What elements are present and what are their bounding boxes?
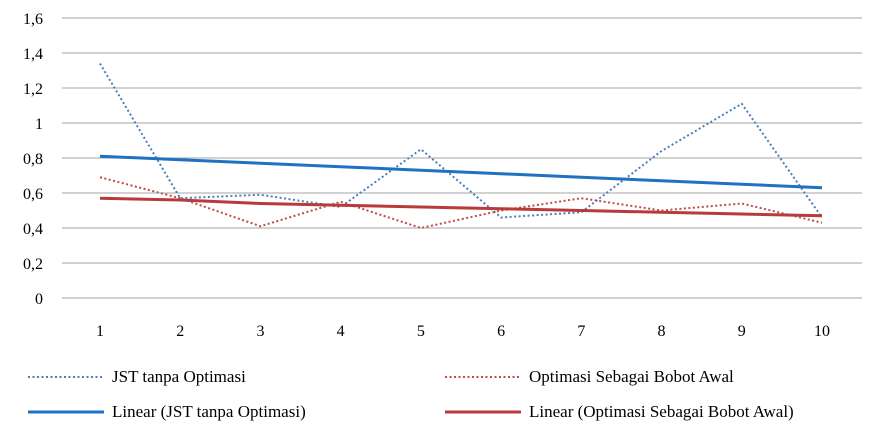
legend-item-3: Linear (JST tanpa Optimasi) — [28, 402, 306, 421]
series-line-3 — [99, 154, 823, 190]
legend-item-4: Linear (Optimasi Sebagai Bobot Awal) — [445, 402, 794, 421]
y-tick-label: 0 — [35, 291, 43, 308]
x-tick-label: 3 — [256, 323, 264, 340]
y-tick-label: 1 — [35, 116, 43, 133]
x-tick-label: 4 — [337, 323, 345, 340]
legend-item-1: JST tanpa Optimasi — [28, 367, 246, 386]
y-tick-label: 1,2 — [23, 81, 43, 98]
x-tick-label: 2 — [176, 323, 184, 340]
x-tick-label: 5 — [417, 323, 425, 340]
y-tick-label: 0,4 — [23, 221, 43, 238]
series-lines — [99, 62, 823, 229]
y-tick-label: 1,6 — [23, 11, 43, 28]
x-tick-label: 9 — [738, 323, 746, 340]
x-tick-label: 6 — [497, 323, 505, 340]
x-tick-label: 1 — [96, 323, 104, 340]
y-tick-label: 0,8 — [23, 151, 43, 168]
legend-label: Linear (JST tanpa Optimasi) — [112, 402, 306, 421]
legend-label: JST tanpa Optimasi — [112, 367, 246, 386]
x-tick-label: 8 — [658, 323, 666, 340]
y-axis-ticks: 0 0,2 0,4 0,6 0,8 1 1,2 1,4 1,6 — [23, 11, 43, 308]
gridlines — [62, 17, 862, 299]
y-tick-label: 1,4 — [23, 46, 43, 63]
y-tick-label: 0,2 — [23, 256, 43, 273]
x-axis-ticks: 1 2 3 4 5 6 7 8 9 10 — [96, 323, 830, 340]
y-tick-label: 0,6 — [23, 186, 43, 203]
legend-item-2: Optimasi Sebagai Bobot Awal — [445, 367, 734, 386]
series-line-1 — [99, 62, 823, 219]
legend-label: Linear (Optimasi Sebagai Bobot Awal) — [529, 402, 794, 421]
x-tick-label: 7 — [577, 323, 585, 340]
series-line-4 — [99, 196, 823, 218]
legend-label: Optimasi Sebagai Bobot Awal — [529, 367, 734, 386]
legend: JST tanpa Optimasi Optimasi Sebagai Bobot… — [28, 367, 794, 421]
x-tick-label: 10 — [814, 323, 830, 340]
